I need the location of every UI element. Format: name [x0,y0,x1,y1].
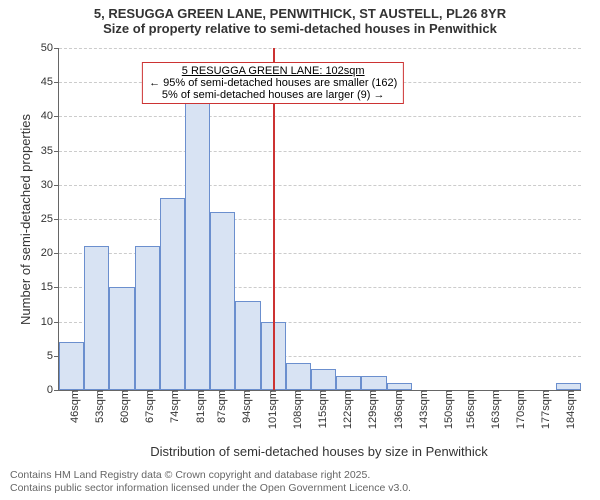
y-tick-label: 30 [41,179,59,191]
y-tick-label: 25 [41,213,59,225]
y-tick-label: 45 [41,76,59,88]
x-tick-label: 184sqm [559,390,577,429]
plot-area: 0510152025303540455046sqm53sqm60sqm67sqm… [58,48,581,391]
gridline [59,151,581,152]
histogram-bar [135,246,160,390]
gridline [59,116,581,117]
annotation-line: 5% of semi-detached houses are larger (9… [149,89,397,101]
x-tick-label: 177sqm [534,390,552,429]
y-axis-title: Number of semi-detached properties [18,114,33,325]
chart-container: 5, RESUGGA GREEN LANE, PENWITHICK, ST AU… [0,0,600,500]
y-tick-label: 5 [47,350,59,362]
y-tick-label: 35 [41,145,59,157]
x-tick-label: 108sqm [286,390,304,429]
histogram-bar [387,383,412,390]
y-tick-label: 15 [41,281,59,293]
x-tick-label: 87sqm [210,390,228,423]
footer-attribution: Contains HM Land Registry data © Crown c… [10,469,411,496]
x-tick-label: 122sqm [336,390,354,429]
y-tick-label: 40 [41,110,59,122]
histogram-bar [286,363,311,390]
gridline [59,185,581,186]
x-tick-label: 170sqm [509,390,527,429]
histogram-bar [109,287,134,390]
annotation-line: 5 RESUGGA GREEN LANE: 102sqm [149,65,397,77]
x-tick-label: 129sqm [361,390,379,429]
x-tick-label: 156sqm [459,390,477,429]
histogram-bar [59,342,84,390]
x-tick-label: 94sqm [235,390,253,423]
x-tick-label: 60sqm [113,390,131,423]
gridline [59,48,581,49]
y-tick-label: 50 [41,42,59,54]
x-tick-label: 150sqm [437,390,455,429]
footer-line-1: Contains HM Land Registry data © Crown c… [10,469,411,483]
x-tick-label: 136sqm [387,390,405,429]
gridline [59,219,581,220]
y-tick-label: 20 [41,247,59,259]
x-tick-label: 67sqm [138,390,156,423]
histogram-bar [185,103,210,390]
histogram-bar [311,369,336,390]
x-tick-label: 115sqm [311,390,329,428]
annotation-box: 5 RESUGGA GREEN LANE: 102sqm← 95% of sem… [142,62,404,104]
x-axis-title: Distribution of semi-detached houses by … [58,444,580,459]
y-tick-label: 0 [47,384,59,396]
footer-line-2: Contains public sector information licen… [10,482,411,496]
title-line-1: 5, RESUGGA GREEN LANE, PENWITHICK, ST AU… [0,6,600,21]
histogram-bar [160,198,185,390]
histogram-bar [210,212,235,390]
x-tick-label: 46sqm [63,390,81,423]
histogram-bar [336,376,361,390]
x-tick-label: 74sqm [163,390,181,423]
histogram-bar [84,246,109,390]
annotation-line: ← 95% of semi-detached houses are smalle… [149,77,397,89]
x-tick-label: 163sqm [484,390,502,429]
x-tick-label: 53sqm [88,390,106,423]
histogram-bar [556,383,581,390]
title-block: 5, RESUGGA GREEN LANE, PENWITHICK, ST AU… [0,0,600,36]
y-tick-label: 10 [41,316,59,328]
histogram-bar [361,376,386,390]
x-tick-label: 101sqm [261,390,279,429]
title-line-2: Size of property relative to semi-detach… [0,21,600,36]
x-tick-label: 143sqm [412,390,430,429]
histogram-bar [235,301,260,390]
x-tick-label: 81sqm [189,390,207,423]
